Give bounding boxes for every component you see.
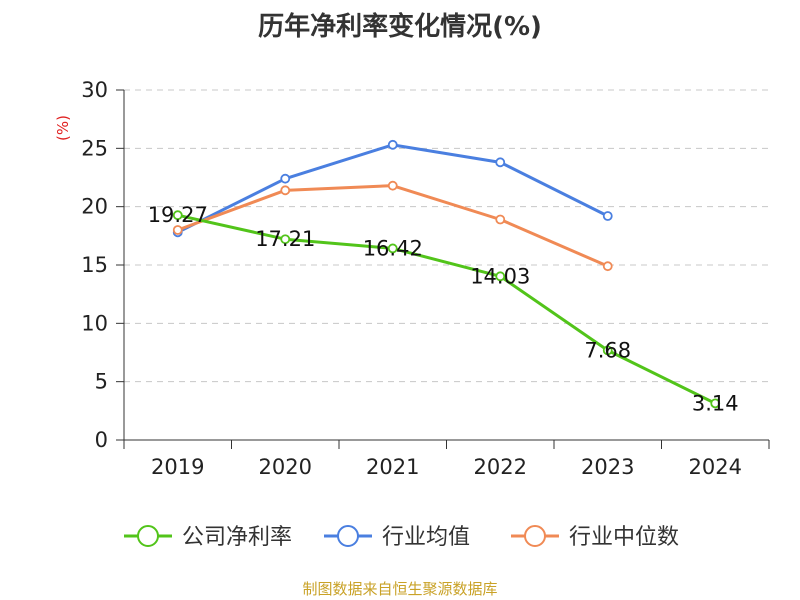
- data-point: [387, 243, 398, 254]
- chart-title: 历年净利率变化情况(%): [258, 12, 542, 42]
- data-labels: 19.27 17.21 16.42 14.03 7.68 3.14: [148, 203, 739, 415]
- y-tick-label: 30: [81, 78, 108, 102]
- data-label: 16.42: [363, 236, 423, 260]
- source-note: 制图数据来自恒生聚源数据库: [302, 580, 498, 598]
- x-tick-label: 2020: [259, 455, 312, 479]
- legend-label: 公司净利率: [182, 525, 292, 550]
- y-tick-label: 5: [95, 370, 108, 394]
- x-tick-label: 2022: [474, 455, 527, 479]
- legend-label: 行业均值: [382, 525, 470, 550]
- data-point: [280, 173, 291, 184]
- data-label: 3.14: [692, 391, 739, 415]
- data-point: [495, 214, 506, 225]
- y-tick-label: 10: [81, 311, 108, 335]
- data-label: 7.68: [584, 338, 631, 362]
- x-tick-label: 2024: [689, 455, 742, 479]
- legend-item: 公司净利率: [124, 525, 292, 550]
- data-point: [387, 139, 398, 150]
- legend-swatch-marker: [524, 525, 546, 547]
- data-point: [387, 180, 398, 191]
- data-label: 19.27: [148, 203, 208, 227]
- y-tick-label: 20: [81, 195, 108, 219]
- data-label: 17.21: [255, 227, 315, 251]
- y-tick-label: 15: [81, 253, 108, 277]
- data-point: [602, 211, 613, 221]
- data-point: [280, 234, 291, 245]
- data-point: [495, 157, 506, 168]
- legend-item: 行业中位数: [511, 525, 679, 550]
- legend-swatch-marker: [137, 525, 159, 547]
- data-point: [280, 185, 291, 196]
- y-tick-label: 0: [95, 428, 108, 452]
- data-label: 14.03: [470, 264, 530, 288]
- legend-item: 行业均值: [324, 525, 470, 550]
- data-point: [172, 210, 183, 221]
- series-line: [177, 213, 716, 405]
- legend-label: 行业中位数: [569, 525, 679, 550]
- series-group: [172, 139, 721, 409]
- data-point: [602, 345, 613, 356]
- legend-swatch-marker: [337, 525, 359, 547]
- y-axis-label: (%): [54, 115, 72, 141]
- x-tick-label: 2021: [366, 455, 419, 479]
- x-tick-label: 2023: [581, 455, 634, 479]
- data-point: [710, 398, 721, 409]
- data-point: [172, 225, 183, 235]
- axes: 0 5 10 15 20 25 30 2019 2020 2021 2022 2023 2024: [81, 78, 770, 479]
- legend: 公司净利率 行业均值 行业中位数: [124, 525, 679, 550]
- data-point: [602, 261, 613, 272]
- gridlines: [124, 89, 769, 383]
- x-tick-label: 2019: [151, 455, 204, 479]
- y-tick-label: 25: [81, 136, 108, 160]
- data-point: [495, 271, 506, 282]
